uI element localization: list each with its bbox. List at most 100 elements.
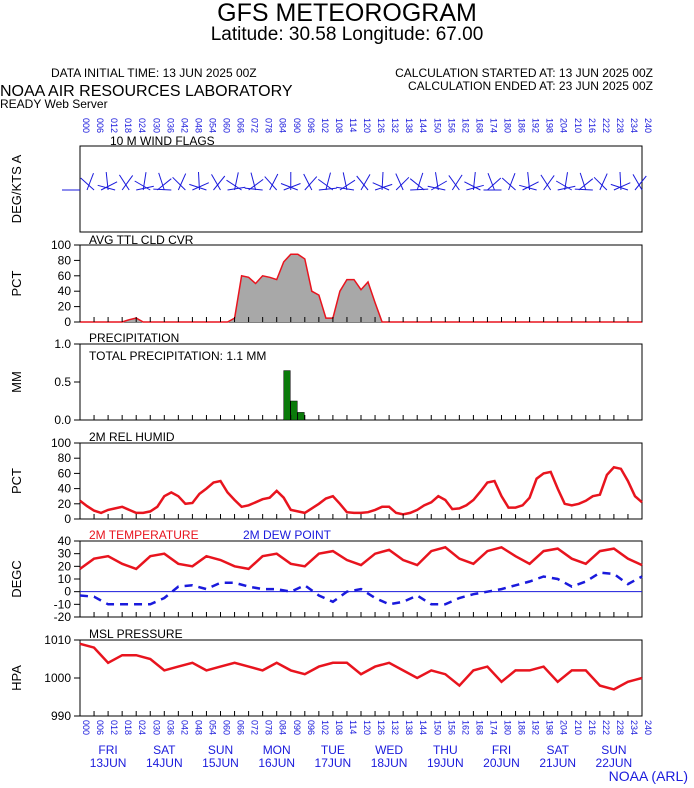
top-hour-label: 198 [545,118,555,133]
top-hour-label: 036 [165,118,175,133]
wind-barb [336,186,355,191]
rh-panel-ylabel: PCT [9,468,24,494]
day-date-label: 13JUN [90,756,127,770]
pressure-panel-ytick-label: 1010 [44,633,71,647]
credit: NOAA (ARL) [608,768,688,784]
bottom-hour-label: 222 [601,720,611,735]
bottom-hour-label: 072 [250,720,260,735]
wind-barb [177,173,187,191]
temp-panel-ytick-label: 20 [58,559,72,573]
top-hour-label: 192 [531,118,541,133]
wind-barb [226,179,242,191]
wind-barb [448,175,460,191]
wind-barb [557,185,576,191]
top-hour-label: 000 [81,118,91,133]
pressure-panel-frame [79,639,643,717]
day-of-week-label: FRI [98,743,117,757]
rh-panel-ytick-label: 60 [58,466,72,480]
page-title: GFS METEOROGRAM [217,0,477,27]
temp-panel-ytick-label: 40 [58,534,72,548]
wind-barb [501,177,516,191]
wind-barb [613,182,631,191]
day-date-label: 14JUN [146,756,183,770]
bottom-hour-label: 126 [376,720,386,735]
bottom-hour-label: 132 [390,720,400,735]
top-hour-label: 072 [250,118,260,133]
bottom-hour-label: 240 [643,720,653,735]
wind-barb [227,186,246,191]
wind-barb [610,183,629,191]
calc-ended: CALCULATION ENDED AT: 23 JUN 2025 00Z [408,79,653,93]
top-hour-label: 096 [306,118,316,133]
wind-barb [325,172,331,191]
day-of-week-label: SAT [153,743,176,757]
bottom-hour-label: 204 [559,720,569,735]
wind-barb [451,174,463,191]
cloud-panel-ytick-label: 40 [58,284,72,298]
wind-barb [356,175,369,191]
rh-line [79,465,643,516]
temperature-line [79,545,643,571]
wind-barb [579,172,587,191]
day-of-week-label: SUN [601,743,626,757]
wind-barb [555,180,573,191]
day-date-label: 16JUN [258,756,295,770]
wind-barb [578,178,594,191]
wind-barb [156,178,172,191]
top-hour-label: 180 [503,118,513,133]
precip-total-annotation: TOTAL PRECIPITATION: 1.1 MM [89,349,266,363]
wind-barb [118,174,130,191]
wind-barb [269,173,279,191]
pressure-panel-ytick-label: 1000 [44,671,71,685]
bottom-hour-label: 048 [193,720,203,735]
wind-barb [410,188,429,191]
wind-barb [632,174,643,191]
bottom-hour-label: 036 [165,720,175,735]
top-hour-label: 156 [446,118,456,133]
rh-panel-ytick-label: 40 [58,482,72,496]
day-date-label: 18JUN [371,756,408,770]
wind-barb [134,180,151,191]
wind-barb [86,173,94,191]
wind-barb [283,183,301,191]
bottom-hour-label: 108 [334,720,344,735]
bottom-hour-label: 000 [81,720,91,735]
wind-barb [100,181,118,191]
bottom-hour-label: 114 [348,720,358,734]
wind-barb [250,172,257,191]
top-hour-label: 114 [348,118,358,132]
day-date-label: 17JUN [315,756,352,770]
bottom-hour-label: 042 [179,720,189,735]
top-hour-label: 060 [222,118,232,133]
cloud-line [80,253,642,323]
top-hour-label: 126 [376,118,386,133]
top-hour-label: 204 [559,118,569,133]
day-of-week-label: THU [433,743,458,757]
wind-barb [97,184,116,191]
top-hour-label: 240 [643,118,653,133]
precip-bar [283,370,291,421]
top-hour-label: 090 [292,118,302,133]
top-hour-label: 084 [278,118,288,133]
bottom-hour-label: 084 [278,720,288,735]
bottom-hour-label: 030 [151,720,161,735]
bottom-hour-label: 198 [545,720,555,735]
calc-started: CALCULATION STARTED AT: 13 JUN 2025 00Z [395,66,653,80]
day-date-label: 15JUN [202,756,239,770]
top-hour-label: 216 [587,118,597,133]
rh-panel-ytick-label: 20 [58,497,72,511]
day-of-week-label: SUN [208,743,233,757]
wind-barb [172,176,186,191]
pressure-line [79,642,643,691]
top-hour-label: 006 [95,118,105,133]
bottom-hour-label: 066 [236,720,246,735]
wind-barb [464,181,481,191]
top-hour-label: 042 [179,118,189,133]
wind-barb [303,173,313,191]
top-hour-label: 120 [362,118,372,133]
wind-barb [519,184,537,191]
wind-barb [121,175,134,191]
wind-barb [244,187,263,191]
bottom-hour-label: 144 [418,720,428,735]
cloud-panel-ytick-label: 100 [51,238,71,252]
